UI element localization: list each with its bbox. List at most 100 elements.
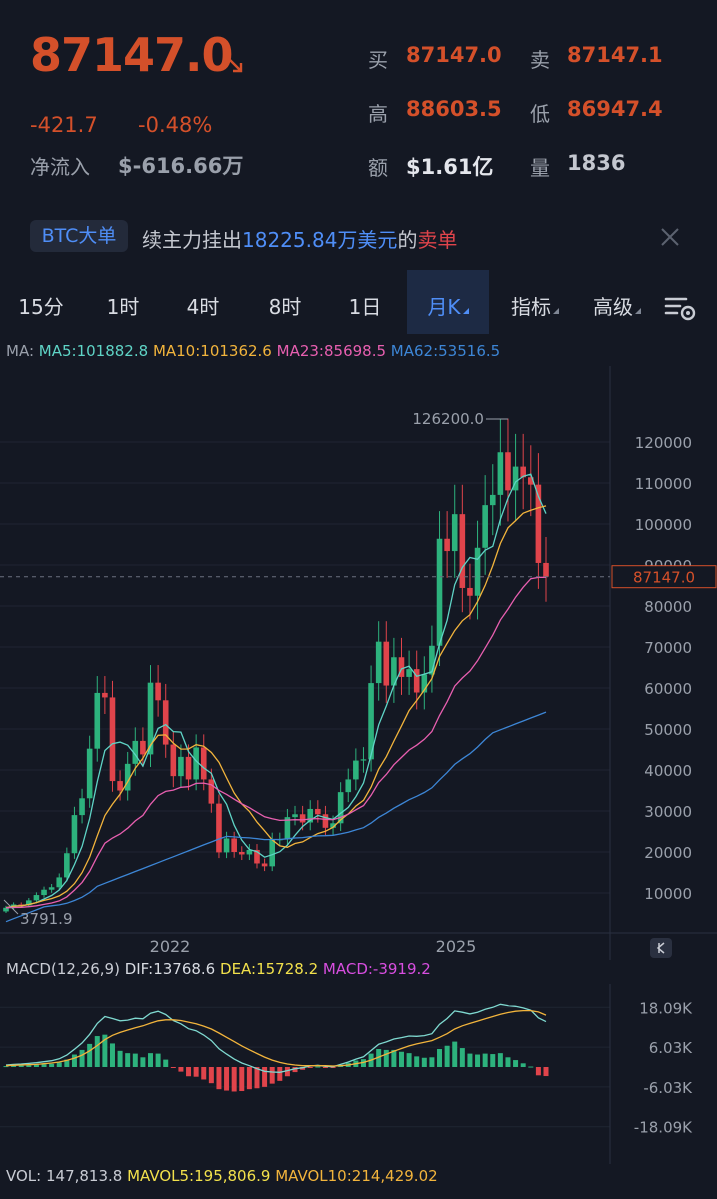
macd-histogram-bar xyxy=(11,1065,17,1067)
candle-body xyxy=(162,700,169,745)
ma5-line xyxy=(5,473,547,909)
macd-chart[interactable]: 18.09K 6.03K -6.03K -18.09K xyxy=(0,984,717,1164)
tab-4h[interactable]: 4时 xyxy=(186,295,220,319)
candle-body xyxy=(64,853,70,878)
candle-body xyxy=(79,798,85,816)
tab-1d[interactable]: 1日 xyxy=(348,295,382,319)
candle-body xyxy=(155,682,161,701)
macd-histogram-bar xyxy=(18,1065,24,1067)
y-tick-label: 10000 xyxy=(644,885,692,903)
y-tick-label: 70000 xyxy=(644,639,692,657)
candle-body xyxy=(117,781,123,791)
macd-histogram-bar xyxy=(56,1062,62,1067)
macd-histogram-bar xyxy=(307,1067,313,1068)
candle-body xyxy=(527,477,534,485)
macd-histogram-bar xyxy=(140,1057,146,1067)
candle-body xyxy=(535,484,542,563)
tab-monthly[interactable]: 月K xyxy=(420,282,476,332)
candle-body xyxy=(216,803,222,853)
candle-body xyxy=(292,814,298,818)
candle-body xyxy=(109,697,116,782)
tab-advanced-label: 高级 xyxy=(593,295,633,319)
tab-8h[interactable]: 8时 xyxy=(268,295,302,319)
candle-body xyxy=(413,669,420,693)
dif-line xyxy=(5,1003,547,1073)
min-price-label: 3791.9 xyxy=(20,910,73,928)
bid-label: 买 xyxy=(368,48,388,72)
macd-histogram-bar xyxy=(482,1053,488,1067)
candle-body xyxy=(170,744,177,777)
ma-label: MA: xyxy=(6,342,34,360)
candle-body xyxy=(467,587,473,596)
high-value: 88603.5 xyxy=(406,97,502,121)
macd-histogram-bar xyxy=(497,1053,503,1067)
macd-tick-label: -6.03K xyxy=(643,1079,693,1097)
dea-line xyxy=(5,1009,547,1067)
macd-legend: MACD(12,26,9) DIF:13768.6 DEA:15728.2 MA… xyxy=(6,960,431,978)
candle-body xyxy=(48,887,55,890)
macd-histogram-bar xyxy=(33,1064,39,1067)
candle-body xyxy=(231,838,237,852)
macd-histogram-bar xyxy=(71,1054,77,1067)
ma10-value: MA10:101362.6 xyxy=(152,342,272,360)
y-tick-label: 120000 xyxy=(635,434,692,452)
tab-1h[interactable]: 1时 xyxy=(106,295,140,319)
macd-histogram-bar xyxy=(475,1054,481,1067)
macd-histogram-bar xyxy=(231,1067,237,1092)
macd-histogram-bar xyxy=(300,1067,306,1070)
candle-body xyxy=(208,779,215,804)
large-order-tag[interactable]: BTC大单 xyxy=(30,220,128,252)
chart-settings-icon[interactable] xyxy=(664,294,698,322)
candle-body xyxy=(102,692,108,698)
macd-histogram-bar xyxy=(163,1059,169,1067)
candle-body xyxy=(505,452,511,491)
ask-value: 87147.1 xyxy=(567,43,663,67)
candle-body xyxy=(368,683,374,760)
macd-histogram-bar xyxy=(79,1049,85,1067)
notice-middle: 的 xyxy=(397,228,418,252)
candle-body xyxy=(71,815,78,854)
tab-advanced[interactable]: 高级 xyxy=(584,282,650,332)
macd-histogram-bar xyxy=(292,1067,298,1073)
tab-indicators[interactable]: 指标 xyxy=(502,282,568,332)
candle-body xyxy=(497,452,504,495)
candlestick-chart[interactable]: 1200001100001000009000080000700006000050… xyxy=(0,366,717,960)
tab-monthly-label: 月K xyxy=(427,295,461,319)
macd-histogram-bar xyxy=(246,1067,252,1090)
candle-body xyxy=(238,852,245,855)
candle-body xyxy=(345,779,352,793)
candle-body xyxy=(383,641,390,686)
large-order-notice[interactable]: 续主力挂出18225.84万美元的卖单 xyxy=(142,224,457,253)
low-value: 86947.4 xyxy=(567,97,663,121)
close-icon[interactable] xyxy=(657,224,683,250)
candle-body xyxy=(543,562,549,577)
macd-histogram-bar xyxy=(49,1063,55,1067)
ma23-line xyxy=(5,576,547,909)
macd-label: MACD(12,26,9) xyxy=(6,960,120,978)
candle-body xyxy=(307,808,314,823)
candle-body xyxy=(482,505,488,548)
macd-histogram-bar xyxy=(201,1067,207,1080)
current-price-label: 87147.0 xyxy=(633,569,695,587)
macd-histogram-bar xyxy=(398,1051,404,1067)
vol-value: VOL: 147,813.8 xyxy=(6,1167,123,1185)
y-tick-label: 50000 xyxy=(644,721,692,739)
tab-15m[interactable]: 15分 xyxy=(18,295,64,319)
y-tick-label: 110000 xyxy=(635,475,692,493)
candle-body xyxy=(436,538,443,646)
macd-histogram-bar xyxy=(254,1067,260,1089)
candle-body xyxy=(429,645,435,675)
dea-value: DEA:15728.2 xyxy=(220,960,319,978)
candle-body xyxy=(451,514,458,552)
candle-body xyxy=(520,466,526,478)
candle-body xyxy=(391,657,397,686)
x-tick-label: 2025 xyxy=(436,937,477,956)
macd-histogram-bar xyxy=(315,1066,321,1068)
macd-tick-label: 18.09K xyxy=(639,999,693,1017)
candle-body xyxy=(322,814,329,828)
amount-label: 额 xyxy=(368,156,388,180)
macd-value: MACD:-3919.2 xyxy=(322,960,431,978)
candle-body xyxy=(315,808,321,815)
notice-side: 卖单 xyxy=(417,228,458,252)
macd-histogram-bar xyxy=(513,1060,519,1067)
